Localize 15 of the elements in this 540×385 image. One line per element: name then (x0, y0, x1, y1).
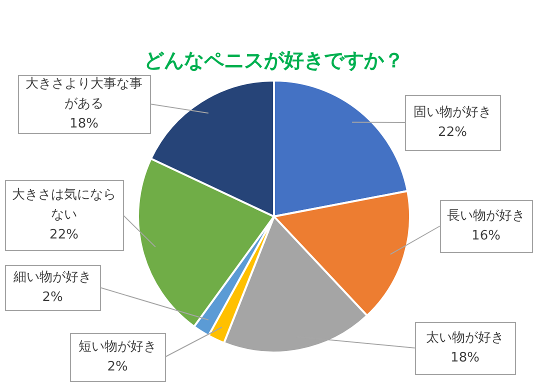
slice-label: 固い物が好き (414, 104, 492, 120)
chart-title: どんなペニスが好きですか？ (144, 48, 404, 72)
slice-label: 大きさより大事な事がある (26, 76, 142, 112)
slice-label: 太い物が好き (426, 330, 504, 346)
data-label: 18% (70, 116, 98, 132)
data-label: 22% (50, 227, 78, 242)
slice-label: 細い物が好き (12, 270, 92, 285)
data-label: 2% (107, 359, 128, 374)
slice-label: 短い物が好き (78, 339, 156, 354)
data-label: 2% (42, 290, 63, 305)
slice-label: 長い物が好き (447, 208, 525, 224)
slice-label: 大きさは気にならない (12, 187, 116, 222)
data-label: 16% (472, 228, 500, 244)
data-label: 22% (438, 124, 467, 140)
data-label: 18% (450, 350, 480, 366)
